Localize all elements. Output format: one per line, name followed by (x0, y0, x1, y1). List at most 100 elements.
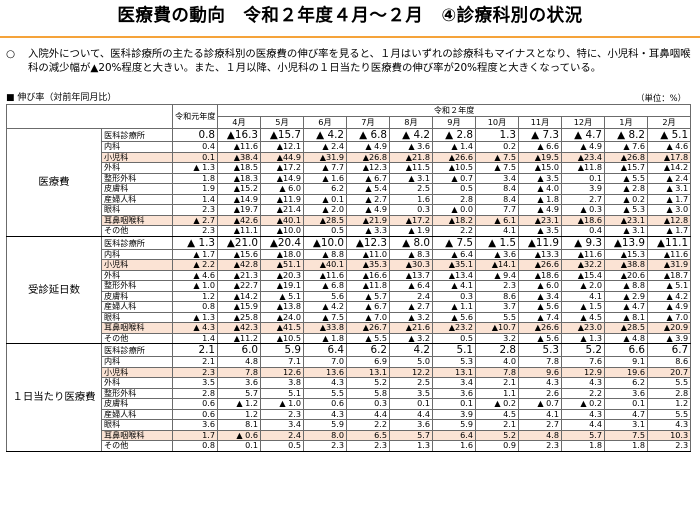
month-value: ▲ 3.0 (646, 204, 692, 216)
month-value: 1.1 (475, 387, 519, 399)
month-value: ▲51.1 (260, 259, 304, 271)
row-label: 内科 (101, 141, 173, 153)
month-value: ▲ 7.6 (604, 141, 648, 153)
prev-year-value: 1.4 (172, 193, 218, 205)
table-row: 医療費 医科診療所 0.8 ▲16.3 ▲15.7 ▲ 4.2 ▲ 6.8 ▲ 4.2 ▲ 2.… (6, 128, 692, 237)
month-value: ▲11.8 (561, 162, 605, 174)
month-value: 5.3 (432, 356, 476, 368)
month-value: 1.3 (475, 128, 519, 142)
month-value: ▲ 4.6 (646, 141, 692, 153)
prev-year-value: ▲ 1.3 (172, 162, 218, 174)
prev-year-value: ▲ 1.0 (172, 280, 218, 292)
table-caption: ■ 伸び率（対前年同月比） (6, 93, 117, 103)
header-corner-lower (6, 116, 173, 129)
month-value: 2.8 (475, 343, 519, 357)
month-value: ▲21.9 (346, 214, 390, 226)
month-value: ▲11.5 (389, 162, 433, 174)
prev-year-value: ▲ 1.3 (172, 311, 218, 323)
page-title: 医療費の動向 令和２年度４月～２月 ④診療科別の状況 (117, 6, 583, 26)
note-text: 入院外について、医科診療所の主たる診療科別の医療費の伸び率を見ると、１月はいずれ… (28, 48, 691, 74)
month-value: 2.2 (346, 419, 390, 431)
row-label: 耳鼻咽喉科 (101, 429, 173, 441)
month-value: ▲23.1 (518, 214, 562, 226)
table-row: １日当たり医療費 医科診療所 2.1 6.0 5.9 6.4 6.2 4.2 5.1 2.8 5.3… (6, 343, 692, 452)
prev-year-value: 3.6 (172, 419, 218, 431)
group-label: １日当たり医療費 (6, 343, 102, 452)
month-value: ▲31.9 (303, 151, 347, 163)
month-value: ▲42.8 (217, 259, 261, 271)
month-value: ▲ 6.7 (346, 301, 390, 313)
month-value: ▲ 4.8 (604, 332, 648, 344)
row-label: 産婦人科 (101, 193, 173, 205)
table-row: その他 2.3 ▲11.1 ▲10.0 0.5 ▲ 3.3 ▲ 1.9 2.2 4.1 ▲ 3.5… (7, 225, 692, 237)
month-value: ▲15.6 (217, 248, 261, 260)
header-row-years: 令和元年度 令和２年度 (6, 104, 692, 129)
month-value: 6.7 (646, 343, 692, 357)
month-value: 3.9 (561, 183, 605, 195)
month-value: ▲10.0 (260, 225, 304, 237)
month-value: ▲ 7.0 (346, 311, 390, 323)
month-value: ▲13.8 (260, 301, 304, 313)
table-row: 産婦人科 0.6 1.2 2.3 4.3 4.4 4.4 3.9 4.5 4.1 4.3 4.7 5.5 (7, 408, 692, 420)
month-value: ▲28.5 (303, 214, 347, 226)
month-value: ▲22.7 (217, 280, 261, 292)
unit-label: （単位：%） (636, 93, 686, 103)
prev-year-value: 1.9 (172, 183, 218, 195)
month-value: 9.1 (604, 356, 648, 368)
prev-year-value: 2.1 (172, 343, 218, 357)
row-label: その他 (101, 440, 173, 452)
prev-year-value: 1.8 (172, 172, 218, 184)
month-value: ▲16.6 (346, 269, 390, 281)
month-value: ▲ 7.5 (303, 311, 347, 323)
month-value: 0.3 (389, 204, 433, 216)
prev-year-value: 1.7 (172, 429, 218, 441)
month-value: 12.2 (389, 366, 433, 378)
month-value: ▲16.3 (217, 128, 261, 142)
table-row: 眼科 ▲ 1.3 ▲25.8 ▲24.0 ▲ 7.5 ▲ 7.0 ▲ 3.2 ▲ 5.6 5.5… (7, 311, 692, 323)
month-value: ▲19.1 (260, 280, 304, 292)
table-row: 受診延日数 医科診療所 ▲ 1.3 ▲21.0 ▲20.4 ▲10.0 ▲12.3 ▲ 8.0… (6, 235, 692, 344)
month-value: ▲ 2.0 (303, 204, 347, 216)
month-value: ▲ 7.3 (518, 128, 562, 142)
month-value: ▲26.8 (346, 151, 390, 163)
row-label: 外科 (101, 162, 173, 174)
growth-rate-table: 令和元年度 令和２年度 4月 5月 6月 7月 8月 9月 10月 11月 12月 1月 2月 医療… (6, 104, 692, 452)
month-value: ▲40.1 (303, 259, 347, 271)
month-value: ▲ 3.5 (518, 225, 562, 237)
month-value: 4.7 (604, 408, 648, 420)
month-value: ▲ 3.1 (646, 183, 692, 195)
month-value: 0.4 (561, 225, 605, 237)
month-value: ▲ 8.8 (303, 248, 347, 260)
month-value: ▲11.6 (561, 248, 605, 260)
row-label: 医科診療所 (101, 235, 173, 250)
prev-year-value: 0.8 (172, 440, 218, 452)
prev-year-value: ▲ 2.7 (172, 214, 218, 226)
month-value: ▲ 2.8 (604, 183, 648, 195)
month-value: ▲11.9 (518, 235, 562, 250)
month-value: ▲ 4.1 (432, 280, 476, 292)
month-value: 1.6 (432, 440, 476, 452)
month-value: 2.3 (475, 280, 519, 292)
month-value: 7.8 (518, 356, 562, 368)
row-label: 耳鼻咽喉科 (101, 214, 173, 226)
month-value: ▲ 2.7 (389, 301, 433, 313)
prev-year-value: ▲ 1.7 (172, 248, 218, 260)
month-value: ▲ 0.2 (604, 193, 648, 205)
month-value: ▲18.2 (432, 214, 476, 226)
month-value: ▲ 7.7 (303, 162, 347, 174)
row-label: 小児科 (101, 259, 173, 271)
prev-year-value: ▲ 1.3 (172, 235, 218, 250)
month-value: ▲ 1.0 (260, 398, 304, 410)
month-value: ▲42.6 (217, 214, 261, 226)
prev-year-value: ▲ 4.6 (172, 269, 218, 281)
month-value: ▲ 3.6 (389, 141, 433, 153)
row-label: 皮膚科 (101, 290, 173, 302)
row-label: 整形外科 (101, 172, 173, 184)
table-row: 外科 ▲ 4.6 ▲21.3 ▲20.3 ▲11.6 ▲16.6 ▲13.7 ▲13.4 ▲ 9… (7, 269, 692, 281)
table-row: 産婦人科 1.4 ▲14.9 ▲11.9 ▲ 0.1 ▲ 2.7 1.6 2.8 8.4 ▲ 1.… (7, 193, 692, 205)
month-value: 4.3 (303, 408, 347, 420)
month-value: ▲31.9 (646, 259, 692, 271)
month-value: ▲ 3.1 (604, 225, 648, 237)
month-value: 7.5 (604, 429, 648, 441)
month-value: ▲ 5.1 (646, 128, 692, 142)
